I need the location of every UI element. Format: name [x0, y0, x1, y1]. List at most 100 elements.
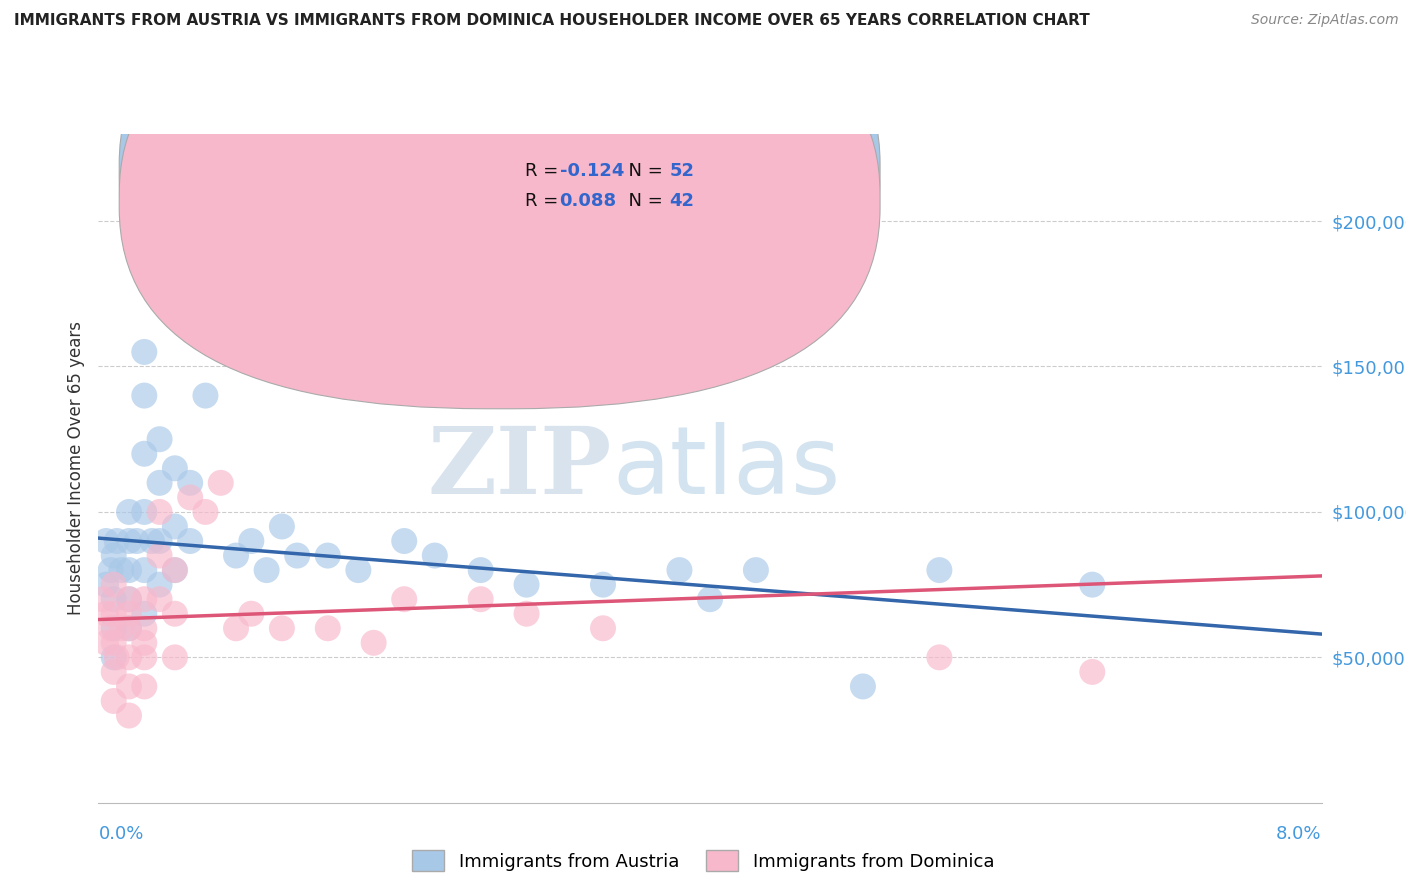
Point — [163, 607, 186, 621]
Point — [928, 650, 950, 665]
Point — [149, 549, 172, 563]
Point — [852, 680, 875, 694]
Point — [149, 534, 172, 549]
Point — [225, 621, 247, 635]
Text: Source: ZipAtlas.com: Source: ZipAtlas.com — [1251, 13, 1399, 28]
Point — [392, 534, 416, 549]
Point — [134, 636, 156, 650]
Point — [179, 534, 201, 549]
Point — [209, 475, 232, 490]
Point — [423, 549, 446, 563]
Point — [240, 534, 263, 549]
Text: ZIP: ZIP — [427, 424, 612, 513]
Point — [103, 694, 125, 708]
Text: atlas: atlas — [612, 422, 841, 515]
Point — [118, 563, 141, 577]
Point — [141, 534, 163, 549]
Point — [94, 534, 117, 549]
FancyBboxPatch shape — [460, 144, 796, 235]
Point — [105, 534, 128, 549]
Point — [592, 577, 614, 591]
Point — [668, 563, 690, 577]
Point — [163, 519, 186, 533]
Point — [118, 534, 141, 549]
Point — [316, 549, 339, 563]
Point — [103, 592, 125, 607]
Text: R =: R = — [526, 161, 564, 179]
Point — [928, 563, 950, 577]
Point — [470, 592, 492, 607]
Point — [149, 475, 172, 490]
Point — [1081, 665, 1104, 679]
Text: -0.124: -0.124 — [560, 161, 624, 179]
Point — [118, 592, 141, 607]
Point — [270, 519, 294, 533]
Point — [270, 621, 294, 635]
Point — [163, 650, 186, 665]
Text: 0.088: 0.088 — [560, 192, 617, 210]
Point — [118, 592, 141, 607]
Point — [134, 592, 156, 607]
Point — [94, 636, 117, 650]
Point — [149, 577, 172, 591]
Point — [103, 665, 125, 679]
Text: 8.0%: 8.0% — [1277, 825, 1322, 843]
Y-axis label: Householder Income Over 65 years: Householder Income Over 65 years — [66, 321, 84, 615]
Point — [149, 432, 172, 446]
Point — [285, 549, 308, 563]
Point — [134, 607, 156, 621]
Point — [699, 592, 721, 607]
Point — [103, 621, 125, 635]
Point — [134, 621, 156, 635]
Point — [163, 563, 186, 577]
Point — [134, 505, 156, 519]
Point — [347, 563, 370, 577]
Point — [149, 505, 172, 519]
Point — [194, 388, 217, 402]
Point — [134, 447, 156, 461]
Text: R =: R = — [526, 192, 564, 210]
Point — [103, 607, 125, 621]
Text: IMMIGRANTS FROM AUSTRIA VS IMMIGRANTS FROM DOMINICA HOUSEHOLDER INCOME OVER 65 Y: IMMIGRANTS FROM AUSTRIA VS IMMIGRANTS FR… — [14, 13, 1090, 29]
Point — [179, 475, 201, 490]
Point — [134, 563, 156, 577]
Point — [516, 577, 538, 591]
Point — [470, 563, 492, 577]
Point — [163, 461, 186, 475]
FancyBboxPatch shape — [120, 0, 880, 379]
Point — [118, 708, 141, 723]
Point — [103, 549, 125, 563]
Point — [118, 505, 141, 519]
Point — [94, 577, 117, 591]
Point — [105, 650, 128, 665]
FancyBboxPatch shape — [120, 0, 880, 409]
Point — [592, 621, 614, 635]
Point — [194, 505, 217, 519]
Point — [149, 592, 172, 607]
Text: 52: 52 — [669, 161, 695, 179]
Point — [1081, 577, 1104, 591]
Point — [100, 563, 122, 577]
Point — [363, 636, 385, 650]
Point — [94, 607, 117, 621]
Text: N =: N = — [617, 161, 669, 179]
Point — [316, 621, 339, 635]
Point — [163, 563, 186, 577]
Point — [118, 621, 141, 635]
Point — [134, 388, 156, 402]
Point — [110, 563, 132, 577]
Point — [125, 534, 148, 549]
Point — [118, 621, 141, 635]
Point — [103, 636, 125, 650]
Point — [118, 650, 141, 665]
Point — [516, 607, 538, 621]
Text: 0.0%: 0.0% — [98, 825, 143, 843]
Point — [103, 577, 125, 591]
Point — [256, 563, 278, 577]
Point — [745, 563, 768, 577]
Point — [134, 345, 156, 359]
Point — [134, 650, 156, 665]
Point — [100, 621, 122, 635]
Point — [225, 549, 247, 563]
Point — [118, 680, 141, 694]
